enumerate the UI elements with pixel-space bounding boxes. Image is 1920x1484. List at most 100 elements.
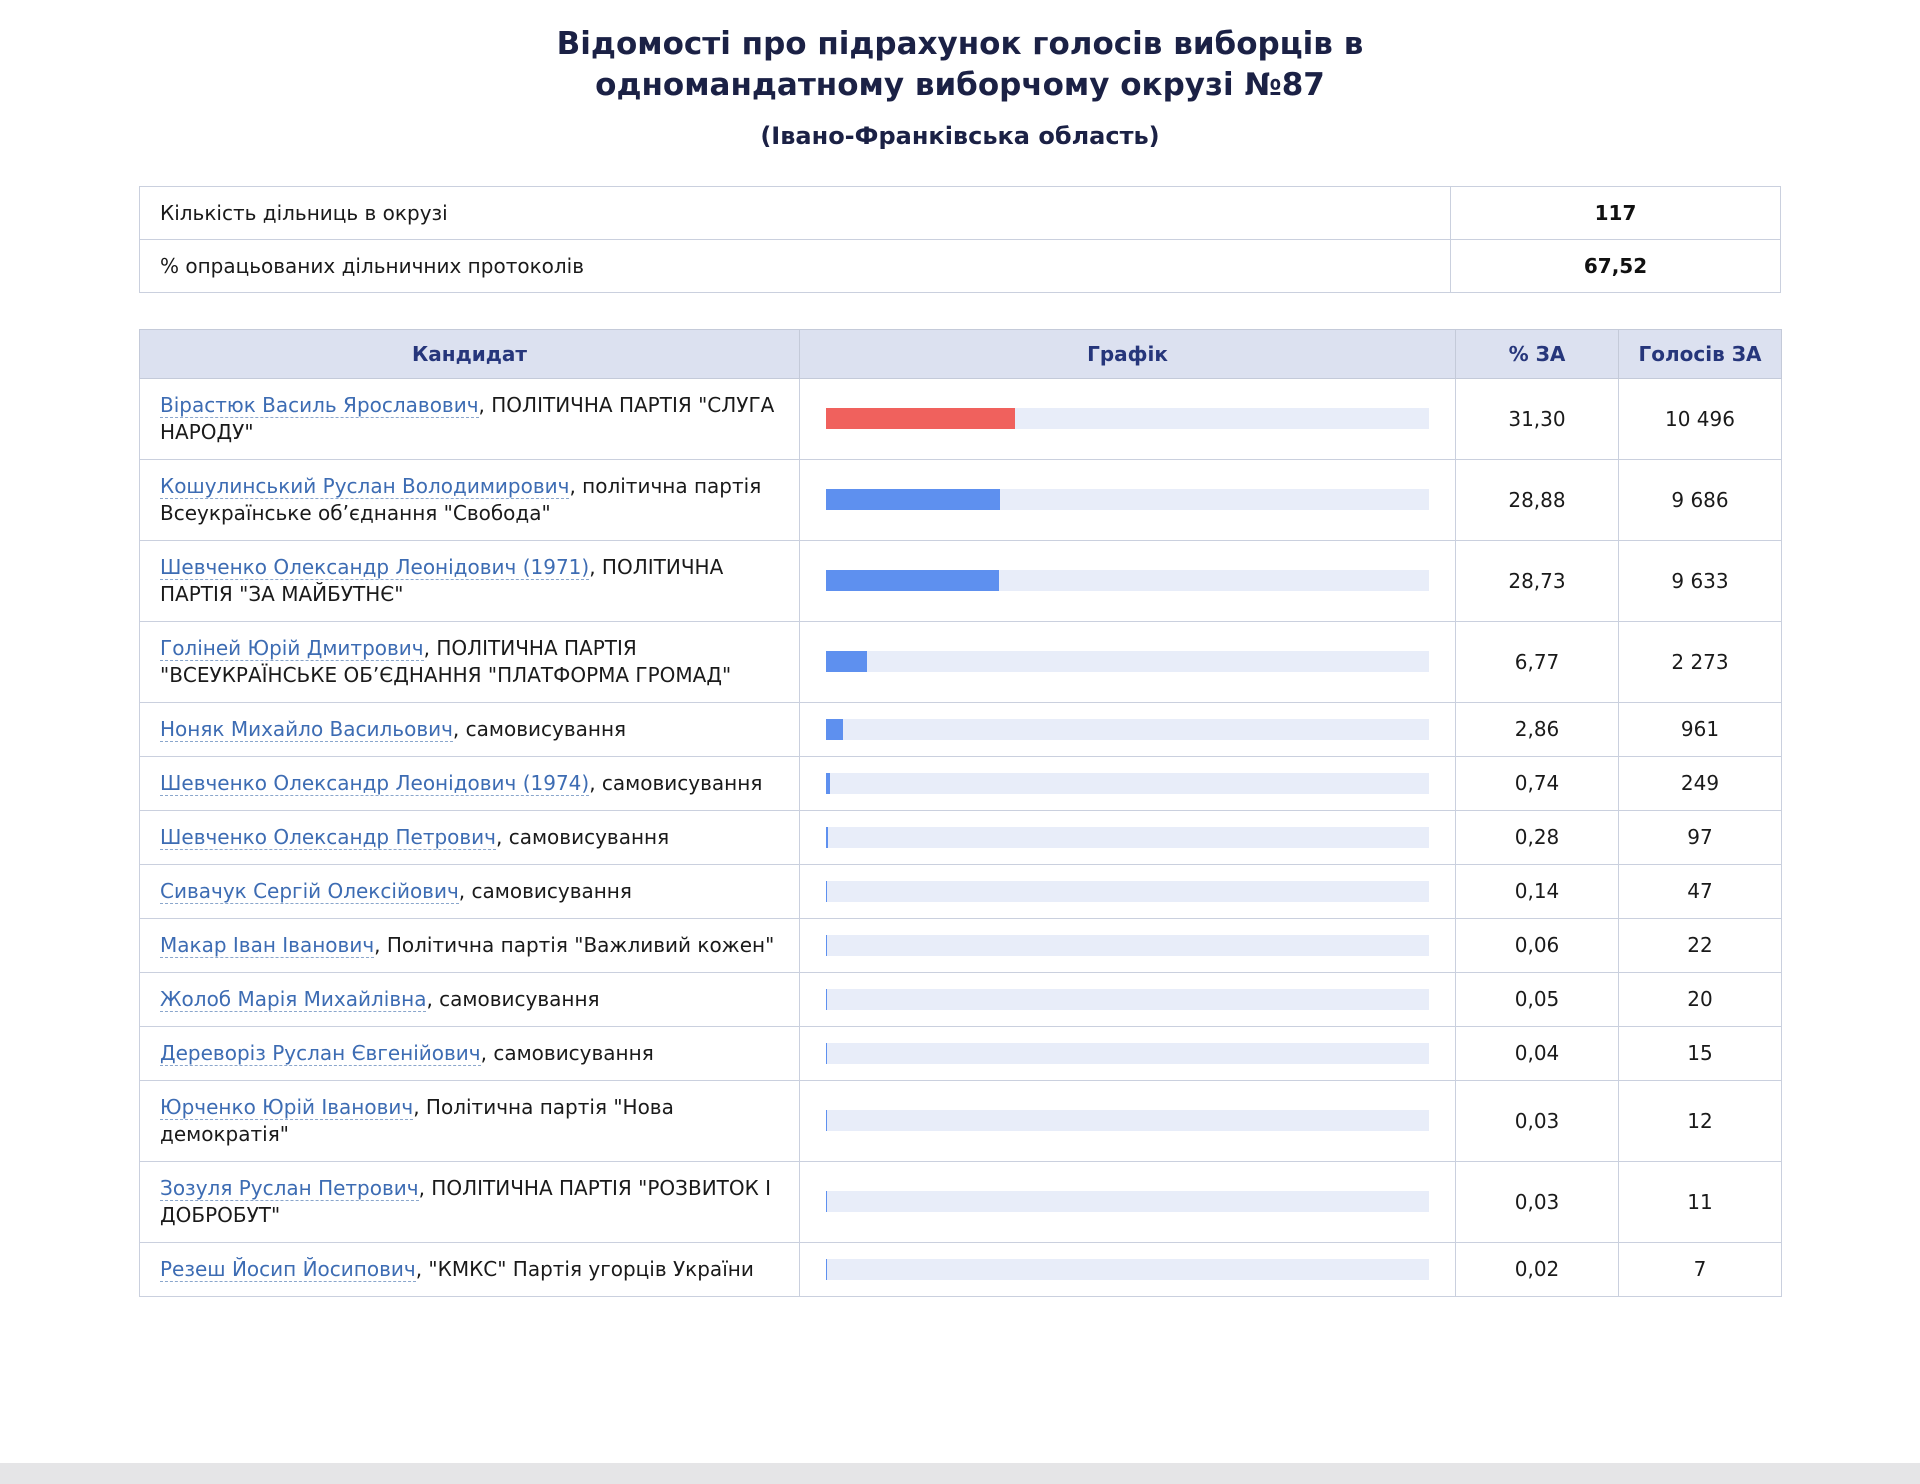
candidate-party: , ПОЛІТИЧНА ПАРТІЯ "СЛУГА НАРОДУ" xyxy=(160,392,775,444)
candidate-party: , Політична партія "Важливий кожен" xyxy=(374,932,775,957)
vote-bar xyxy=(826,772,831,794)
candidate-party: , політична партія Всеукраїнське об’єдна… xyxy=(160,473,762,525)
vote-bar-track xyxy=(826,1042,1429,1064)
candidate-cell: Резеш Йосип Йосипович, "КМКС" Партія уго… xyxy=(139,1241,800,1297)
candidate-cell: Шевченко Олександр Петрович, самовисуван… xyxy=(139,809,800,865)
candidate-party: , Політична партія "Нова демократія" xyxy=(160,1094,674,1146)
graph-cell xyxy=(799,863,1456,919)
percent-value: 0,74 xyxy=(1455,755,1619,811)
candidate-link[interactable]: Резеш Йосип Йосипович xyxy=(160,1256,416,1282)
candidate-party: , ПОЛІТИЧНА ПАРТІЯ "ЗА МАЙБУТНЄ" xyxy=(160,554,724,606)
graph-cell xyxy=(799,1079,1456,1162)
percent-value: 0,28 xyxy=(1455,809,1619,865)
votes-value: 47 xyxy=(1618,863,1782,919)
candidate-cell: Вірастюк Василь Ярославович, ПОЛІТИЧНА П… xyxy=(139,377,800,460)
vote-bar-track xyxy=(826,1258,1429,1280)
candidate-link[interactable]: Вірастюк Василь Ярославович xyxy=(160,392,479,418)
graph-cell xyxy=(799,971,1456,1027)
votes-value: 10 496 xyxy=(1618,377,1782,460)
graph-cell xyxy=(799,1160,1456,1243)
candidate-link[interactable]: Кошулинський Руслан Володимирович xyxy=(160,473,570,499)
column-header-percent: % ЗА xyxy=(1455,328,1619,379)
summary-value: 67,52 xyxy=(1450,238,1781,293)
candidate-link[interactable]: Шевченко Олександр Леонідович (1971) xyxy=(160,554,590,580)
percent-value: 0,04 xyxy=(1455,1025,1619,1081)
candidate-cell: Зозуля Руслан Петрович, ПОЛІТИЧНА ПАРТІЯ… xyxy=(139,1160,800,1243)
candidate-party: , самовисування xyxy=(496,824,670,849)
candidate-row: Жолоб Марія Михайлівна, самовисування 0,… xyxy=(139,971,1782,1027)
footer-strip xyxy=(0,1463,1920,1484)
candidate-link[interactable]: Голіней Юрій Дмитрович xyxy=(160,635,424,661)
candidate-row: Макар Іван Іванович, Політична партія "В… xyxy=(139,917,1782,973)
percent-value: 28,73 xyxy=(1455,539,1619,622)
candidate-party: , самовисування xyxy=(480,1040,654,1065)
vote-bar xyxy=(826,408,1015,430)
candidate-cell: Жолоб Марія Михайлівна, самовисування xyxy=(139,971,800,1027)
vote-bar xyxy=(826,651,867,673)
graph-cell xyxy=(799,809,1456,865)
column-header-votes: Голосів ЗА xyxy=(1618,328,1782,379)
percent-value: 0,14 xyxy=(1455,863,1619,919)
candidate-link[interactable]: Зозуля Руслан Петрович xyxy=(160,1175,419,1201)
candidate-row: Шевченко Олександр Леонідович (1974), са… xyxy=(139,755,1782,811)
candidate-link[interactable]: Сивачук Сергій Олексійович xyxy=(160,878,459,904)
summary-label: % опрацьованих дільничних протоколів xyxy=(139,238,1451,293)
column-header-candidate: Кандидат xyxy=(139,328,800,379)
candidate-party: , ПОЛІТИЧНА ПАРТІЯ "ВСЕУКРАЇНСЬКЕ ОБ’ЄДН… xyxy=(160,635,732,687)
votes-value: 15 xyxy=(1618,1025,1782,1081)
graph-cell xyxy=(799,539,1456,622)
candidate-row: Резеш Йосип Йосипович, "КМКС" Партія уго… xyxy=(139,1241,1782,1297)
page-subtitle: (Івано-Франківська область) xyxy=(760,121,1160,150)
candidate-link[interactable]: Юрченко Юрій Іванович xyxy=(160,1094,414,1120)
graph-cell xyxy=(799,1241,1456,1297)
votes-value: 11 xyxy=(1618,1160,1782,1243)
percent-value: 31,30 xyxy=(1455,377,1619,460)
candidate-row: Шевченко Олександр Леонідович (1971), ПО… xyxy=(139,539,1782,622)
graph-cell xyxy=(799,1025,1456,1081)
percent-value: 0,06 xyxy=(1455,917,1619,973)
votes-value: 249 xyxy=(1618,755,1782,811)
vote-bar-track xyxy=(826,772,1429,794)
candidate-link[interactable]: Макар Іван Іванович xyxy=(160,932,375,958)
vote-bar xyxy=(826,489,1001,511)
results-header-row: Кандидат Графік % ЗА Голосів ЗА xyxy=(139,328,1782,379)
graph-cell xyxy=(799,377,1456,460)
candidate-row: Сивачук Сергій Олексійович, самовисуванн… xyxy=(139,863,1782,919)
results-page: Відомості про підрахунок голосів виборці… xyxy=(139,0,1782,1297)
candidate-party: , самовисування xyxy=(426,986,600,1011)
vote-bar-track xyxy=(826,1191,1429,1213)
candidate-row: Дереворіз Руслан Євгенійович, самовисува… xyxy=(139,1025,1782,1081)
vote-bar-track xyxy=(826,718,1429,740)
vote-bar-track xyxy=(826,1110,1429,1132)
candidate-cell: Макар Іван Іванович, Політична партія "В… xyxy=(139,917,800,973)
results-table: Кандидат Графік % ЗА Голосів ЗА Вірастюк… xyxy=(139,328,1782,1297)
votes-value: 2 273 xyxy=(1618,620,1782,703)
summary-value: 117 xyxy=(1450,185,1781,240)
candidate-cell: Шевченко Олександр Леонідович (1971), ПО… xyxy=(139,539,800,622)
column-header-graph: Графік xyxy=(799,328,1456,379)
graph-cell xyxy=(799,620,1456,703)
candidate-row: Голіней Юрій Дмитрович, ПОЛІТИЧНА ПАРТІЯ… xyxy=(139,620,1782,703)
candidate-row: Шевченко Олександр Петрович, самовисуван… xyxy=(139,809,1782,865)
votes-value: 9 633 xyxy=(1618,539,1782,622)
percent-value: 0,03 xyxy=(1455,1079,1619,1162)
graph-cell xyxy=(799,701,1456,757)
vote-bar-track xyxy=(826,934,1429,956)
percent-value: 0,02 xyxy=(1455,1241,1619,1297)
vote-bar-track xyxy=(826,880,1429,902)
candidate-link[interactable]: Шевченко Олександр Леонідович (1974) xyxy=(160,770,590,796)
summary-row: Кількість дільниць в окрузі 117 xyxy=(139,185,1781,240)
vote-bar-track xyxy=(826,489,1429,511)
candidate-cell: Юрченко Юрій Іванович, Політична партія … xyxy=(139,1079,800,1162)
candidate-link[interactable]: Ноняк Михайло Васильович xyxy=(160,716,453,742)
page-title: Відомості про підрахунок голосів виборці… xyxy=(556,26,1364,103)
candidate-link[interactable]: Жолоб Марія Михайлівна xyxy=(160,986,427,1012)
votes-value: 20 xyxy=(1618,971,1782,1027)
candidate-cell: Ноняк Михайло Васильович, самовисування xyxy=(139,701,800,757)
vote-bar-track xyxy=(826,826,1429,848)
candidate-link[interactable]: Дереворіз Руслан Євгенійович xyxy=(160,1040,481,1066)
graph-cell xyxy=(799,755,1456,811)
votes-value: 9 686 xyxy=(1618,458,1782,541)
vote-bar xyxy=(826,826,828,848)
candidate-link[interactable]: Шевченко Олександр Петрович xyxy=(160,824,496,850)
